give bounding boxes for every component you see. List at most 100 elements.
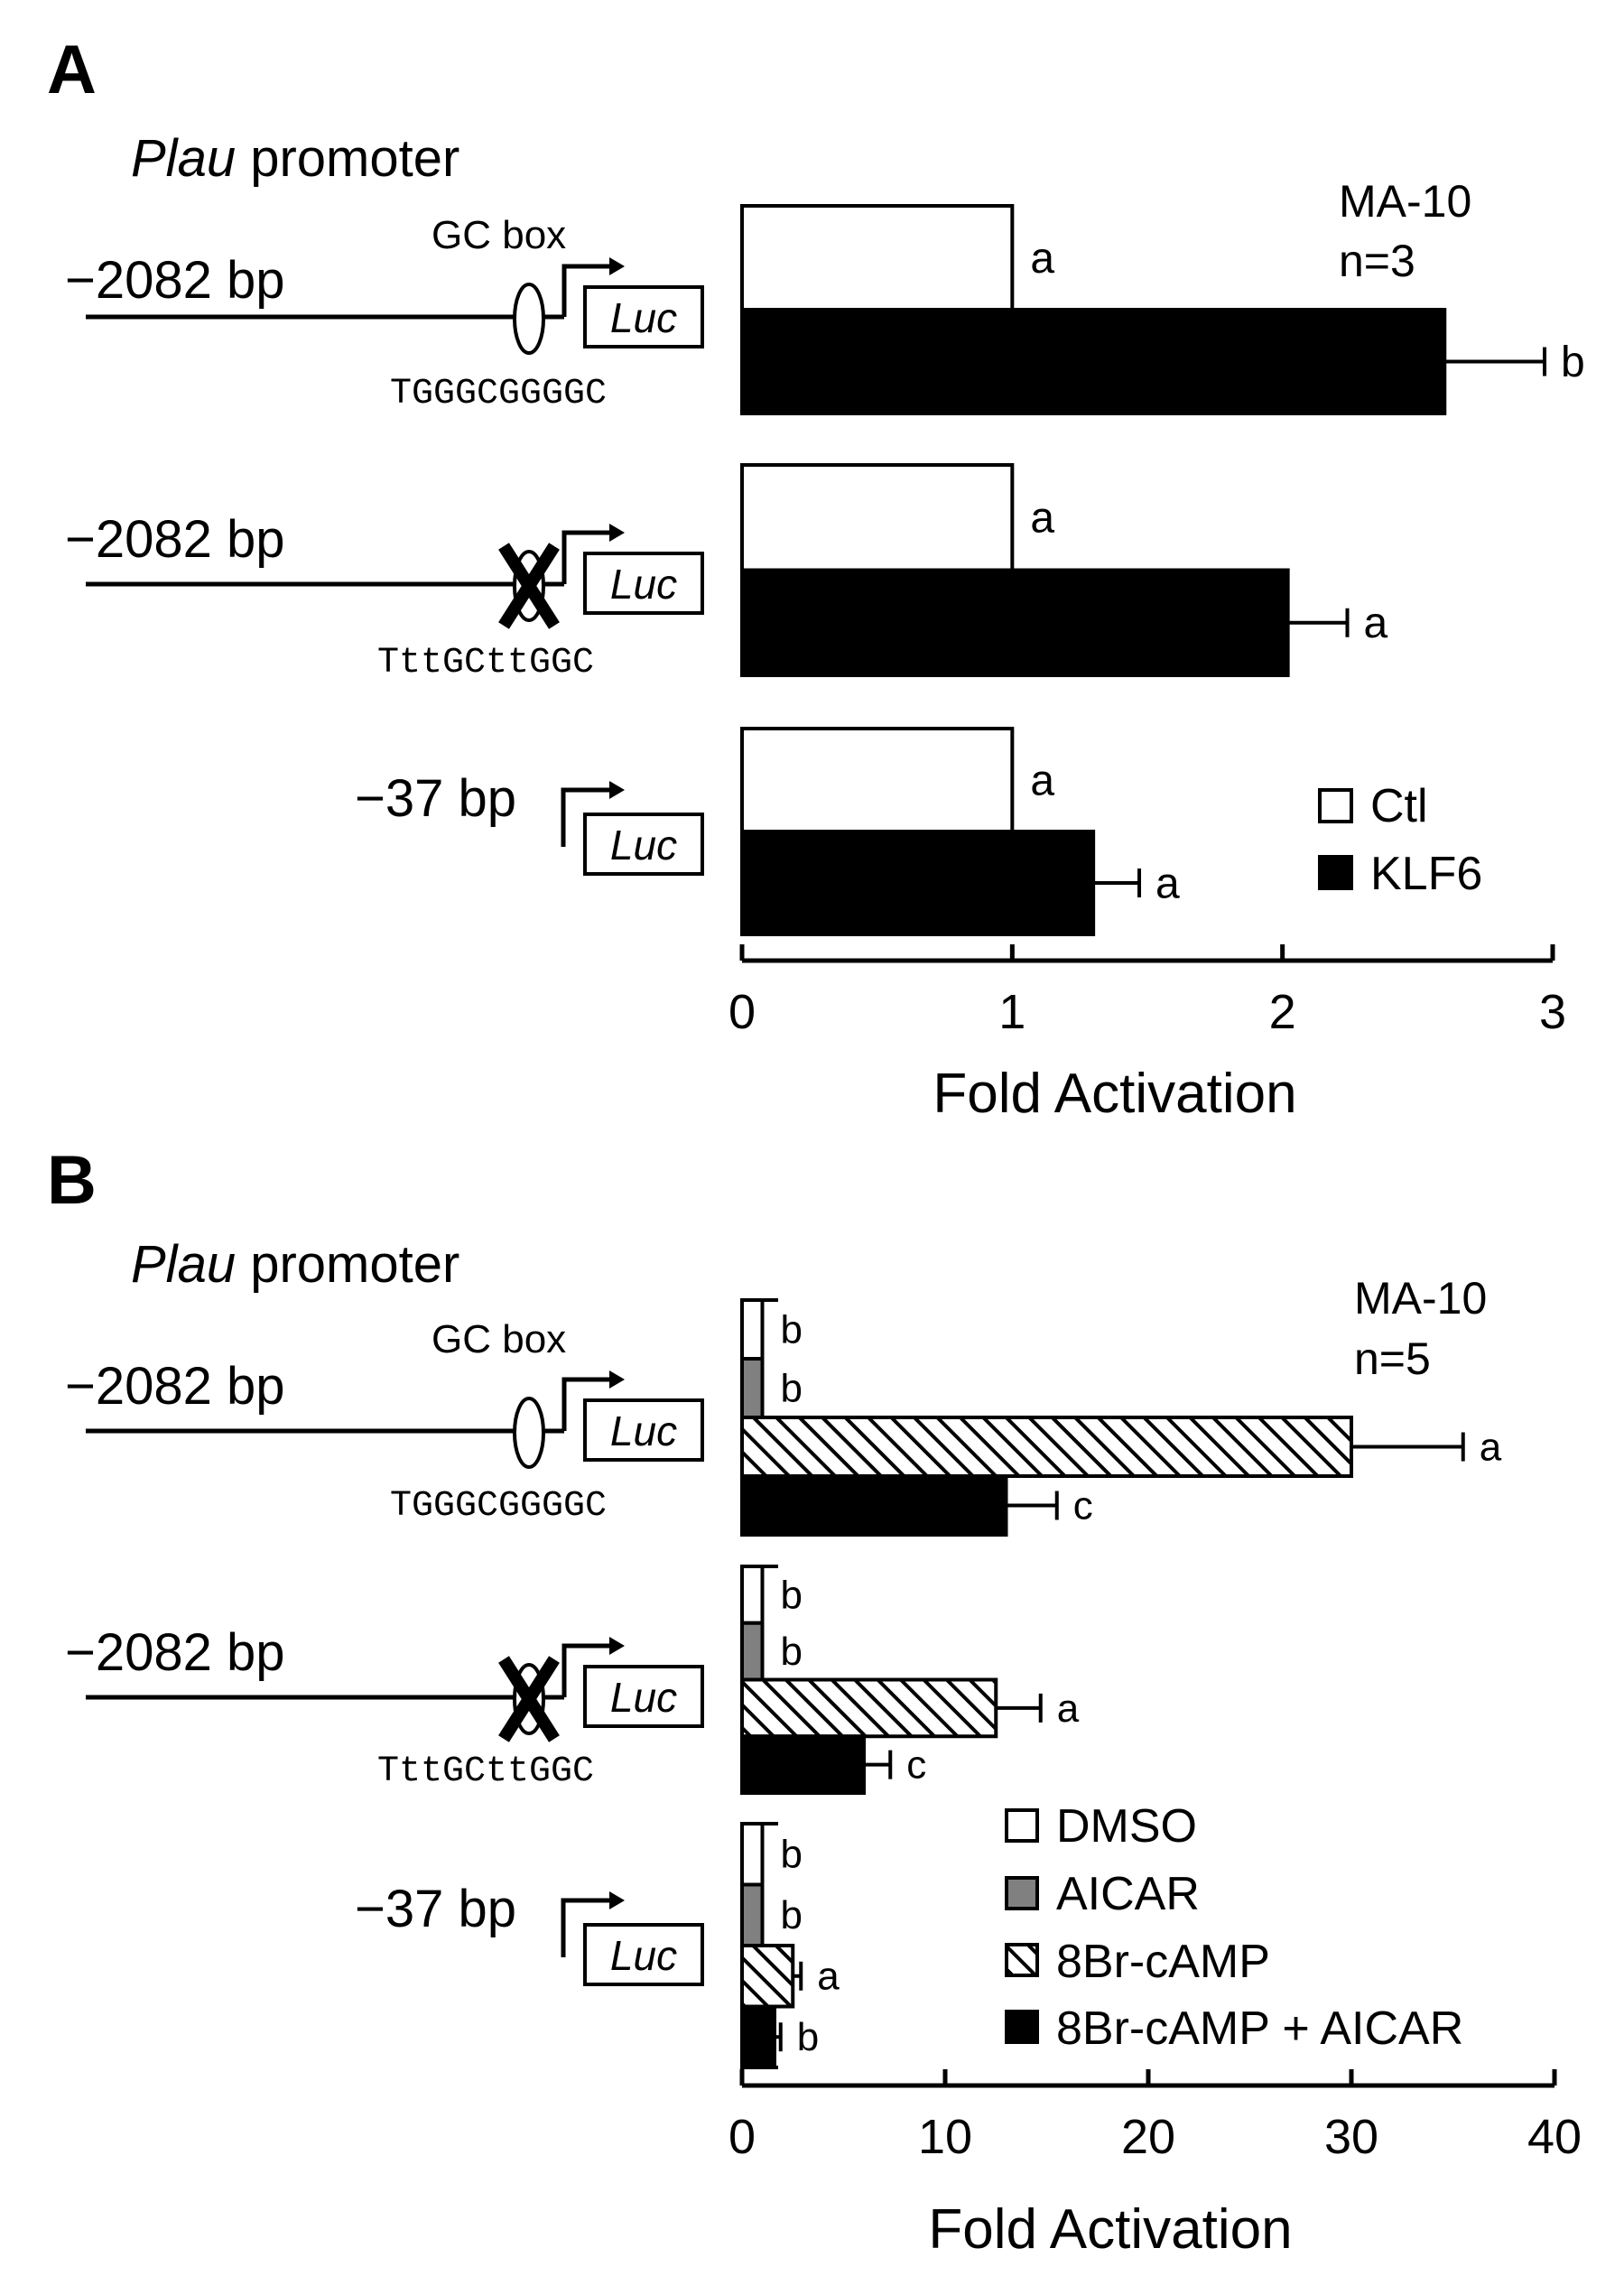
significance-letter: a: [1030, 235, 1054, 283]
tss-arrowhead: [609, 257, 625, 275]
bar: [740, 2004, 776, 2069]
n-label-a: n=3: [1339, 236, 1415, 286]
tss-arrowhead: [609, 1637, 625, 1655]
significance-letter: a: [1057, 1686, 1080, 1731]
gc-box-label-a: GC box: [432, 213, 566, 257]
construct-b-3: −37 bp Luc: [355, 1880, 704, 1986]
x-tick-label: 40: [1527, 2110, 1582, 2164]
panel-b: B Plau promoter GC box MA-10 n=5 −2082 b…: [47, 1142, 1582, 2261]
sequence-b-2: TttGCttGGC: [377, 1751, 594, 1792]
bar: [740, 463, 1015, 572]
x-tick-label: 20: [1121, 2110, 1175, 2164]
luc-box: [583, 285, 704, 348]
luc-box: [583, 552, 704, 615]
gc-box-ellipse: [513, 1397, 545, 1469]
significance-letter: b: [781, 1833, 803, 1877]
legend-label-8br-camp-aicar: 8Br-cAMP + AICAR: [1056, 2002, 1463, 2055]
tss-arrow: [561, 1377, 609, 1431]
tss-arrow: [561, 1643, 609, 1697]
legend-label-aicar: AICAR: [1056, 1868, 1200, 1920]
construct-a-3: −37 bp Luc: [355, 769, 704, 876]
x-axis-label-a: Fold Activation: [933, 1063, 1296, 1125]
bar: [740, 1677, 998, 1739]
promoter-title-rest-b: promoter: [236, 1235, 459, 1294]
significance-letter: b: [797, 2015, 819, 2059]
construct-label-b-1: −2082 bp: [65, 1357, 285, 1416]
gc-box-label-b: GC box: [432, 1317, 566, 1361]
mutation-x-icon: [498, 1656, 560, 1742]
luc-label: Luc: [610, 1932, 677, 1979]
promoter-title-rest-a: promoter: [236, 129, 459, 188]
panel-a: A Plau promoter GC box MA-10 n=3 −2082 b…: [47, 32, 1585, 1125]
legend-label-8br-camp: 8Br-cAMP: [1056, 1936, 1270, 1988]
construct-label-a-3: −37 bp: [355, 769, 516, 828]
legend-label-dmso: DMSO: [1056, 1800, 1197, 1853]
legend-swatch-8br-camp-aicar: [1005, 2010, 1039, 2044]
legend-label-ctl: Ctl: [1370, 780, 1428, 832]
construct-label-a-1: −2082 bp: [65, 251, 285, 310]
bar: [740, 308, 1447, 415]
luc-box: [583, 1398, 704, 1462]
tss-arrowhead: [609, 781, 625, 799]
luc-label: Luc: [610, 1407, 677, 1454]
significance-letter: a: [1030, 757, 1054, 804]
legend-swatch-klf6: [1318, 855, 1353, 890]
significance-letter: b: [781, 1366, 803, 1410]
significance-letter: b: [781, 1307, 803, 1352]
legend-swatch-8br-camp: [1005, 1943, 1039, 1977]
construct-label-a-2: −2082 bp: [65, 510, 285, 569]
significance-letter: a: [1030, 495, 1054, 543]
mutation-x-icon: [498, 543, 560, 629]
construct-b-2: −2082 bp Luc TttGCttGGC: [65, 1623, 704, 1792]
promoter-title-italic-a: Plau: [131, 129, 236, 188]
significance-letter: b: [781, 1630, 803, 1674]
construct-label-b-3: −37 bp: [355, 1880, 516, 1938]
bar: [740, 1734, 866, 1795]
promoter-title-b: Plau promoter: [131, 1235, 459, 1294]
luc-label: Luc: [610, 1674, 677, 1721]
construct-a-1: −2082 bp Luc TGGGCGGGGC: [65, 251, 704, 414]
sequence-b-1: TGGGCGGGGC: [390, 1486, 607, 1527]
significance-letter: b: [1561, 339, 1585, 386]
bar: [740, 1357, 765, 1419]
significance-letter: a: [1155, 859, 1180, 907]
construct-a-2: −2082 bp Luc TttGCttGGC: [65, 510, 704, 683]
legend-label-klf6: KLF6: [1370, 848, 1482, 900]
promoter-title-a: Plau promoter: [131, 129, 459, 188]
construct-b-1: −2082 bp Luc TGGGCGGGGC: [65, 1357, 704, 1527]
significance-letter: c: [1073, 1483, 1093, 1528]
panel-label-b: B: [47, 1142, 97, 1219]
legend-swatch-ctl: [1318, 788, 1353, 823]
bar: [740, 1621, 765, 1682]
bar: [740, 568, 1290, 677]
luc-label: Luc: [610, 561, 677, 608]
significance-letter: b: [781, 1573, 803, 1617]
plot-area-a: a b a a a a 0 1 2 3: [728, 204, 1585, 1039]
x-tick-label: 10: [918, 2110, 972, 2164]
cell-line-b: MA-10: [1354, 1273, 1487, 1324]
bar: [740, 1416, 1353, 1478]
tss-arrow: [561, 787, 609, 847]
significance-letter: b: [781, 1893, 803, 1937]
luc-box: [583, 1923, 704, 1986]
legend-swatch-aicar: [1005, 1876, 1039, 1910]
legend-swatch-dmso: [1005, 1808, 1039, 1843]
luc-label: Luc: [610, 294, 677, 341]
bar: [740, 204, 1015, 311]
significance-letter: a: [817, 1955, 840, 1999]
n-label-b: n=5: [1354, 1333, 1431, 1384]
x-tick-label: 30: [1324, 2110, 1378, 2164]
sequence-a-2: TttGCttGGC: [377, 643, 594, 683]
tss-arrowhead: [609, 1891, 625, 1909]
bar: [740, 1882, 765, 1947]
tss-arrowhead: [609, 1370, 625, 1389]
luc-box: [583, 813, 704, 876]
x-tick-label: 1: [998, 985, 1025, 1039]
promoter-title-italic-b: Plau: [131, 1235, 236, 1294]
x-tick-label: 2: [1269, 985, 1296, 1039]
legend-b: DMSO AICAR 8Br-cAMP 8Br-cAMP + AICAR: [1005, 1800, 1463, 2055]
bar: [740, 1944, 795, 2009]
significance-letter: c: [906, 1743, 926, 1788]
